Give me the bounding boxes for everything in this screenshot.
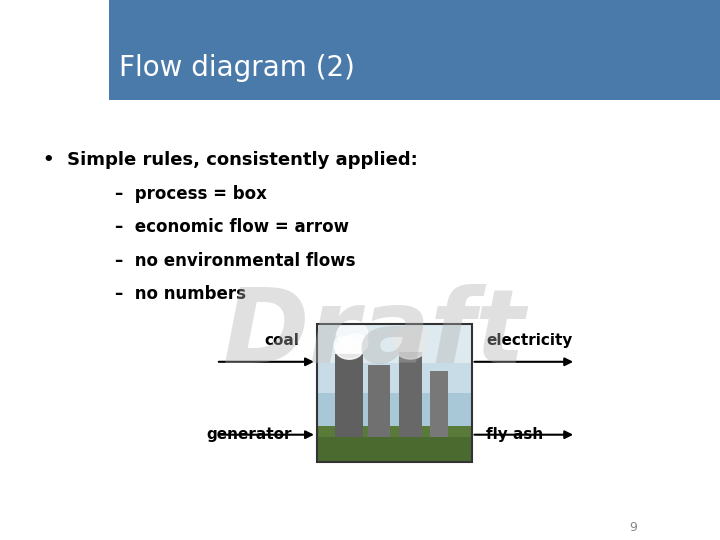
Bar <box>317 324 472 362</box>
Circle shape <box>395 336 426 359</box>
Text: –  no numbers: – no numbers <box>115 285 246 303</box>
Text: 9: 9 <box>630 521 637 534</box>
Bar <box>317 324 472 462</box>
Text: generator: generator <box>206 427 292 442</box>
Circle shape <box>404 326 429 345</box>
Bar <box>399 352 422 437</box>
Circle shape <box>334 336 356 353</box>
Bar <box>317 324 472 462</box>
Text: –  economic flow = arrow: – economic flow = arrow <box>115 218 349 236</box>
Bar <box>0 0 109 100</box>
Bar <box>336 354 363 437</box>
Text: Flow diagram (2): Flow diagram (2) <box>119 53 355 82</box>
Text: electricity: electricity <box>486 333 572 348</box>
Circle shape <box>392 329 420 349</box>
Text: coal: coal <box>264 333 299 348</box>
Bar <box>317 426 472 437</box>
Bar <box>317 431 472 462</box>
Text: Draft: Draft <box>223 284 526 386</box>
Circle shape <box>336 339 364 359</box>
Circle shape <box>343 334 368 353</box>
Bar <box>317 324 472 393</box>
Text: fly ash: fly ash <box>486 427 544 442</box>
Bar <box>368 365 390 437</box>
Bar <box>430 371 449 437</box>
Circle shape <box>337 322 368 345</box>
Bar <box>0 0 109 100</box>
Text: •  Simple rules, consistently applied:: • Simple rules, consistently applied: <box>43 151 418 169</box>
Text: –  no environmental flows: – no environmental flows <box>115 252 356 269</box>
Bar <box>0 0 720 100</box>
Text: –  process = box: – process = box <box>115 185 267 202</box>
